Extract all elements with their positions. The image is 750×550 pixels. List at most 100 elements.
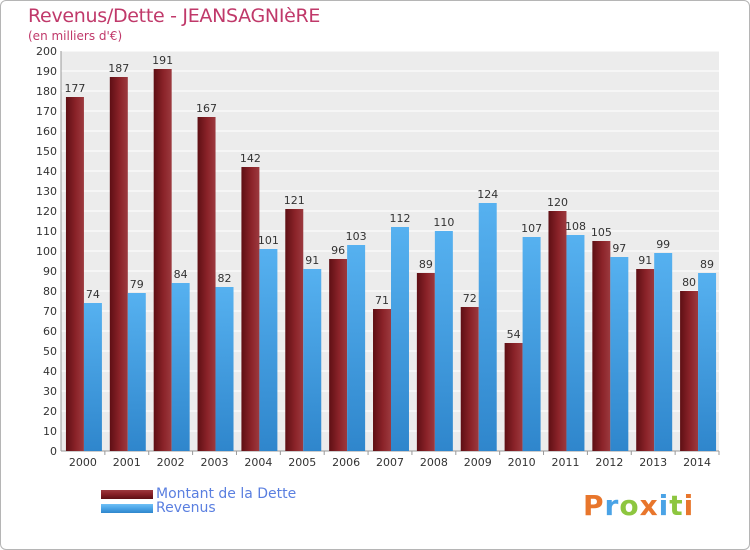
data-label-dette-2013: 91 [638,254,652,267]
data-label-revenus-2012: 97 [612,242,626,255]
y-tick-label: 120 [36,205,57,218]
bar-revenus-2000 [83,303,102,451]
data-label-dette-2001: 187 [108,62,129,75]
y-tick-label: 170 [36,105,57,118]
x-tick-label-2014: 2014 [683,456,711,469]
bar-revenus-2012 [610,257,629,451]
x-tick-label-2005: 2005 [288,456,316,469]
logo-letter: x [639,489,659,522]
y-tick-label: 80 [43,285,57,298]
logo-letter: P [583,489,605,522]
y-tick-label: 150 [36,145,57,158]
bar-dette-2013 [636,269,655,451]
data-label-dette-2006: 96 [331,244,345,257]
x-tick-label-2008: 2008 [420,456,448,469]
data-label-revenus-2002: 84 [174,268,188,281]
bar-revenus-2014 [698,273,717,451]
chart-title: Revenus/Dette - JEANSAGNIèRE [28,5,321,27]
bar-dette-2000 [65,97,84,451]
data-label-dette-2011: 120 [547,196,568,209]
logo-letter: i [658,489,670,522]
y-tick-label: 20 [43,405,57,418]
x-tick-label-2010: 2010 [508,456,536,469]
y-tick-label: 70 [43,305,57,318]
x-tick-label-2007: 2007 [376,456,404,469]
x-tick-label-2002: 2002 [157,456,185,469]
y-tick-label: 200 [36,45,57,58]
bar-dette-2005 [285,209,304,451]
bar-revenus-2011 [566,235,585,451]
y-tick-label: 50 [43,345,57,358]
y-tick-label: 60 [43,325,57,338]
data-label-revenus-2001: 79 [130,278,144,291]
legend-swatch-revenus [101,504,153,513]
y-tick-label: 100 [36,245,57,258]
data-label-dette-2005: 121 [284,194,305,207]
bar-dette-2012 [592,241,611,451]
bar-dette-2014 [680,291,699,451]
data-label-revenus-2003: 82 [218,272,232,285]
x-tick-label-2013: 2013 [639,456,667,469]
data-label-dette-2008: 89 [419,258,433,271]
bar-dette-2009 [460,307,479,451]
data-label-revenus-2008: 110 [433,216,454,229]
data-label-dette-2009: 72 [463,292,477,305]
data-label-revenus-2014: 89 [700,258,714,271]
x-tick-label-2000: 2000 [69,456,97,469]
legend-label-revenus: Revenus [156,500,216,516]
x-tick-label-2004: 2004 [244,456,272,469]
data-label-revenus-2011: 108 [565,220,586,233]
data-label-dette-2002: 191 [152,54,173,67]
bar-dette-2002 [153,69,172,451]
data-label-dette-2010: 54 [507,328,521,341]
bar-revenus-2009 [478,203,497,451]
y-tick-label: 90 [43,265,57,278]
x-tick-label-2006: 2006 [332,456,360,469]
y-tick-label: 40 [43,365,57,378]
bar-dette-2003 [197,117,216,451]
data-label-dette-2004: 142 [240,152,261,165]
data-label-dette-2003: 167 [196,102,217,115]
y-tick-label: 30 [43,385,57,398]
bar-revenus-2004 [259,249,278,451]
bar-revenus-2002 [171,283,190,451]
bar-revenus-2001 [127,293,146,451]
x-tick-label-2001: 2001 [113,456,141,469]
bar-dette-2004 [241,167,260,451]
y-tick-label: 110 [36,225,57,238]
data-label-revenus-2004: 101 [258,234,279,247]
y-tick-label: 0 [50,445,57,458]
logo-letter: t [669,489,684,522]
data-label-revenus-2000: 74 [86,288,100,301]
bar-dette-2007 [373,309,391,451]
logo-letter: o [619,489,640,522]
x-tick-label-2012: 2012 [595,456,623,469]
x-tick-label-2011: 2011 [551,456,579,469]
chart-subtitle: (en milliers d'€) [28,29,123,43]
data-label-revenus-2005: 91 [305,254,319,267]
data-label-revenus-2009: 124 [477,188,498,201]
bar-revenus-2003 [215,287,234,451]
bar-revenus-2006 [347,245,366,451]
data-label-dette-2012: 105 [591,226,612,239]
x-tick-label-2009: 2009 [464,456,492,469]
data-label-dette-2014: 80 [682,276,696,289]
data-label-revenus-2010: 107 [521,222,542,235]
bar-revenus-2008 [434,231,453,451]
data-label-revenus-2013: 99 [656,238,670,251]
bar-dette-2008 [416,273,435,451]
bar-revenus-2013 [654,253,673,451]
x-tick-label-2003: 2003 [201,456,229,469]
y-tick-label: 10 [43,425,57,438]
legend-label-dette: Montant de la Dette [156,486,297,502]
data-label-revenus-2007: 112 [389,212,410,225]
bar-revenus-2007 [391,227,409,451]
bar-revenus-2005 [303,269,322,451]
data-label-dette-2007: 71 [375,294,389,307]
y-tick-label: 160 [36,125,57,138]
data-label-revenus-2006: 103 [346,230,367,243]
y-tick-label: 130 [36,185,57,198]
data-label-dette-2000: 177 [64,82,85,95]
